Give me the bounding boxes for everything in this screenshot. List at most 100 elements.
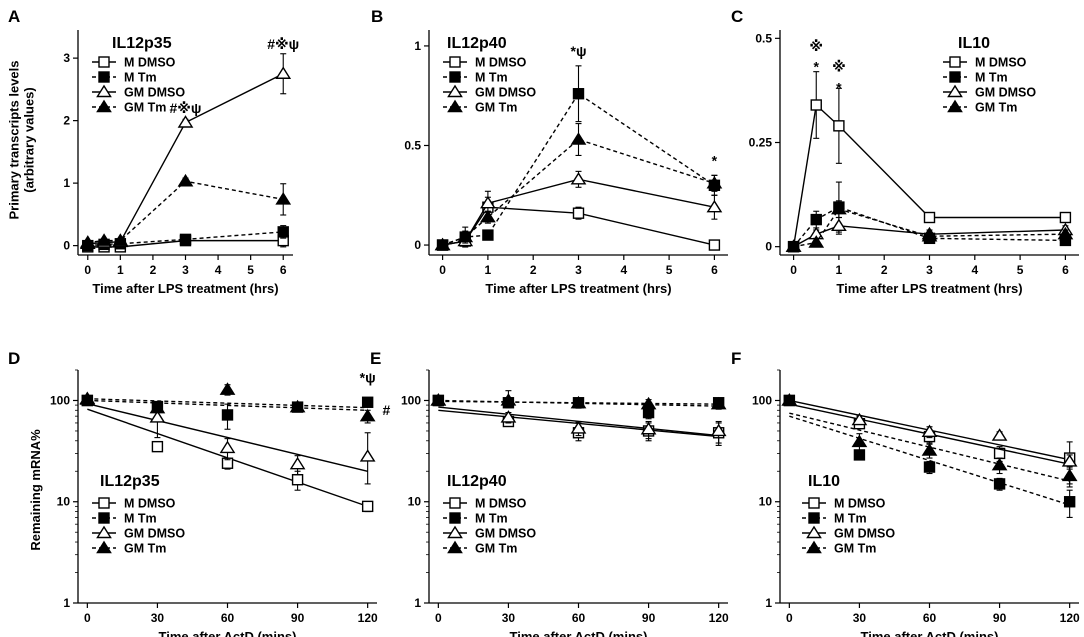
x-tick-label: 4 — [620, 263, 627, 277]
data-point-open-triangle — [570, 172, 587, 185]
y-tick-label: 100 — [401, 393, 421, 407]
data-point-open-square — [449, 56, 461, 68]
data-point-filled-triangle — [79, 235, 96, 248]
x-tick-label: 3 — [926, 263, 933, 277]
data-point-open-square — [708, 239, 721, 251]
data-point-filled-square — [572, 88, 585, 100]
fit-line — [87, 398, 368, 409]
series-gm-tm — [79, 382, 376, 424]
fit-line — [789, 412, 1070, 482]
data-point-open-triangle — [806, 525, 822, 539]
data-point-filled-triangle — [275, 192, 292, 205]
data-point-open-triangle — [706, 199, 723, 213]
legend-entry: M Tm — [475, 71, 508, 85]
data-point-open-triangle — [831, 218, 847, 232]
data-point-filled-square — [449, 512, 461, 524]
y-tick-label: 100 — [752, 393, 772, 407]
data-point-filled-triangle — [112, 233, 129, 246]
data-point-filled-triangle — [640, 396, 657, 410]
x-tick-label: 120 — [358, 611, 378, 625]
x-tick-label: 3 — [182, 263, 189, 277]
y-axis-label: Remaining mRNA% — [28, 429, 43, 551]
legend-entry: M Tm — [975, 71, 1008, 85]
y-tick-label: 0.5 — [755, 31, 772, 45]
x-axis-label: Time after LPS treatment (hrs) — [485, 281, 671, 296]
series-gm-dmso — [79, 392, 376, 485]
data-point-filled-triangle — [96, 99, 112, 113]
x-tick-label: 5 — [247, 263, 254, 277]
y-tick-label: 1 — [63, 596, 70, 610]
y-tick-label: 0 — [765, 240, 772, 254]
data-point-filled-square — [482, 229, 494, 241]
panel-letter: E — [370, 349, 381, 368]
y-tick-label: 0.5 — [404, 138, 421, 152]
series-gm-tm — [434, 123, 723, 251]
data-point-filled-triangle — [991, 457, 1008, 471]
series-line — [793, 206, 1066, 248]
data-point-open-square — [151, 440, 164, 453]
fit-line — [87, 402, 368, 472]
series-line — [87, 180, 284, 244]
data-point-filled-triangle — [79, 391, 96, 404]
legend-entry: M DMSO — [834, 497, 886, 511]
x-tick-label: 0 — [790, 263, 797, 277]
data-point-filled-triangle — [447, 99, 463, 113]
data-point-open-square — [98, 56, 110, 68]
data-point-filled-triangle — [785, 239, 802, 252]
data-point-open-square — [449, 497, 461, 509]
data-point-open-square — [361, 500, 374, 513]
data-point-filled-square — [277, 226, 289, 238]
data-point-filled-triangle — [96, 233, 112, 246]
x-axis-label: Time after ActD (mins) — [510, 629, 648, 637]
y-axis-label: (arbitrary values) — [22, 87, 37, 193]
legend-entry: M Tm — [124, 71, 157, 85]
x-tick-label: 2 — [530, 263, 537, 277]
x-tick-label: 60 — [572, 611, 586, 625]
data-point-open-triangle — [359, 449, 376, 462]
significance-annotation: *ψ — [360, 370, 376, 386]
data-point-open-square — [808, 497, 820, 509]
x-tick-label: 0 — [84, 263, 91, 277]
data-point-open-triangle — [921, 424, 938, 438]
x-tick-label: 90 — [993, 611, 1007, 625]
data-point-filled-square — [808, 512, 820, 524]
data-point-filled-triangle — [219, 382, 236, 395]
chart-title: IL12p40 — [447, 35, 507, 52]
data-point-filled-triangle — [359, 408, 376, 422]
data-point-filled-square — [98, 512, 110, 524]
data-point-open-triangle — [96, 84, 112, 98]
data-point-filled-square — [361, 396, 374, 408]
data-point-filled-triangle — [710, 396, 727, 410]
legend-entry: M Tm — [834, 512, 867, 526]
series-gm-tm — [785, 200, 1074, 252]
x-tick-label: 3 — [575, 263, 582, 277]
data-point-filled-triangle — [806, 540, 822, 554]
y-tick-label: 1 — [765, 596, 772, 610]
data-point-filled-square — [923, 461, 936, 473]
chart-panel-a: A IL12p35 0 1 2 3 4 5 6 0 1 2 3 Time after LPS treatm… — [7, 7, 300, 296]
y-tick-label: 0 — [63, 239, 70, 253]
data-point-open-square — [1059, 211, 1072, 224]
data-point-filled-triangle — [430, 393, 447, 406]
series-gm-dmso — [79, 53, 292, 249]
x-axis-label: Time after LPS treatment (hrs) — [836, 281, 1022, 296]
x-tick-label: 30 — [853, 611, 867, 625]
series-gm-tm — [430, 390, 727, 410]
y-tick-label: 10 — [57, 495, 71, 509]
legend-entry: GM DMSO — [975, 86, 1036, 100]
y-tick-label: 10 — [759, 495, 773, 509]
chart-title: IL10 — [808, 473, 840, 490]
data-point-open-square — [833, 120, 845, 132]
series-gm-tm — [781, 393, 1078, 488]
x-tick-label: 60 — [923, 611, 937, 625]
data-point-open-triangle — [570, 421, 587, 434]
legend-entry: M Tm — [475, 512, 508, 526]
data-point-open-square — [572, 207, 585, 219]
significance-annotation: #※ψ — [267, 36, 299, 52]
